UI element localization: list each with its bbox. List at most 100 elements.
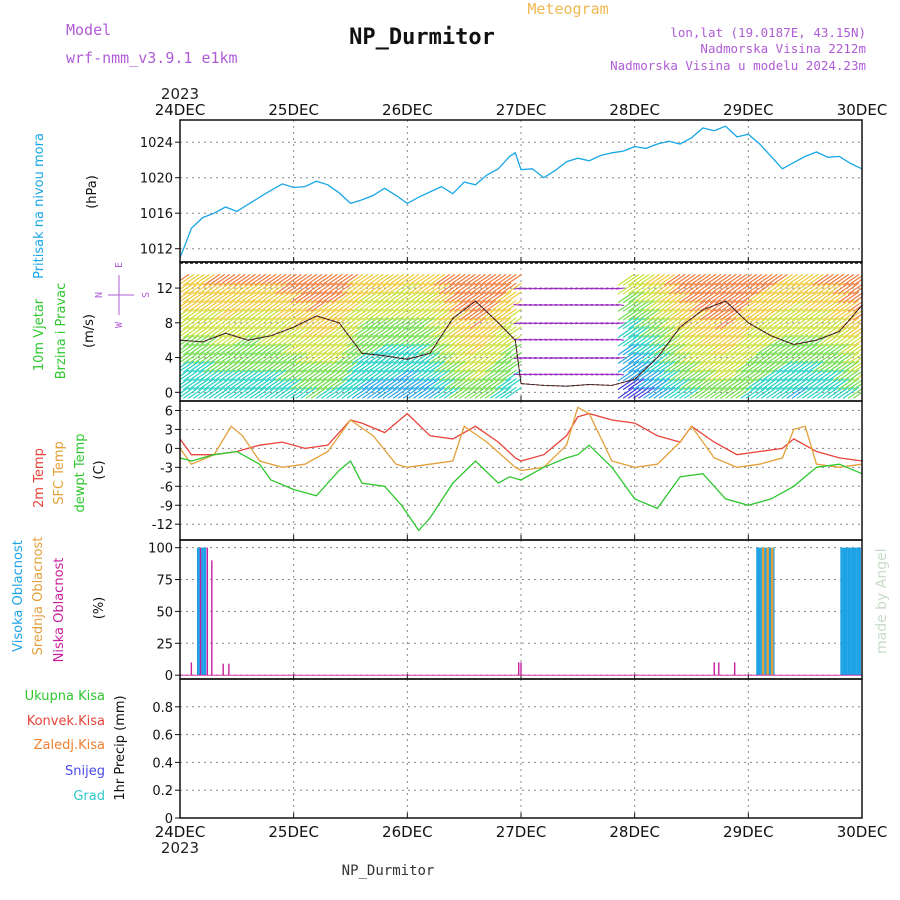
wind-barb xyxy=(500,386,517,399)
wind-barb xyxy=(423,282,440,295)
wind-barb xyxy=(755,291,773,304)
wind-barb-field xyxy=(180,273,862,399)
wind-barb xyxy=(694,273,712,286)
wind-barb xyxy=(806,317,824,330)
wind-barb xyxy=(699,317,717,330)
wind-barb xyxy=(817,273,834,286)
wind-barb xyxy=(755,369,773,382)
wind-barb xyxy=(208,299,226,312)
wind-barb xyxy=(180,291,190,299)
wind-barb xyxy=(188,334,205,347)
wind-barb xyxy=(469,369,487,382)
wind-barb xyxy=(755,386,773,399)
wind-barb xyxy=(817,291,834,304)
wind-barb xyxy=(361,369,379,382)
wind-barb xyxy=(549,338,558,341)
wind-barb xyxy=(234,378,251,391)
wind-barb xyxy=(274,352,292,365)
wind-barb xyxy=(755,299,773,312)
wind-barb xyxy=(719,369,737,382)
wind-barb xyxy=(704,352,722,365)
wind-barb xyxy=(341,317,359,330)
high_cloud-bar xyxy=(858,547,861,676)
wind-barb xyxy=(280,273,297,286)
wind-barb xyxy=(595,322,604,325)
wind-barb xyxy=(254,378,272,391)
wind-barb xyxy=(668,369,686,382)
wind-barb xyxy=(668,299,686,312)
wind-barb xyxy=(182,352,200,365)
wind-barb xyxy=(709,386,727,399)
wind-barb xyxy=(453,386,471,399)
wind-barb xyxy=(254,282,272,295)
wind-barb xyxy=(505,299,522,312)
wind-barb xyxy=(397,334,415,347)
wind-barb xyxy=(269,334,287,347)
wind-barb xyxy=(559,287,568,290)
wind-barb xyxy=(500,334,517,347)
wind-barb xyxy=(817,282,834,295)
wind-barb xyxy=(448,282,466,295)
wind-barb xyxy=(331,308,348,321)
wind-barb xyxy=(259,299,277,312)
wind-barb xyxy=(617,317,635,330)
wind-barb xyxy=(188,282,205,295)
wind-barb xyxy=(182,317,200,330)
wind-barb xyxy=(459,273,476,286)
wind-barb xyxy=(254,299,272,312)
pressure-line xyxy=(179,125,863,258)
wind-barb xyxy=(781,299,799,312)
wind-barb xyxy=(832,317,850,330)
wind-barb xyxy=(730,308,747,321)
wind-barb xyxy=(203,360,221,373)
wind-barb xyxy=(180,343,190,351)
wind-barb xyxy=(791,299,809,312)
wind-barb xyxy=(518,322,527,325)
wind-barb xyxy=(730,273,747,286)
wind-barb xyxy=(617,273,635,286)
wind-barb xyxy=(627,352,645,365)
wind-barb xyxy=(822,282,839,295)
wind-barb xyxy=(668,291,686,304)
wind-barb xyxy=(188,378,205,391)
wind-barb xyxy=(213,308,231,321)
wind-barb xyxy=(326,334,343,347)
wind-barb xyxy=(668,360,686,373)
wind-barb xyxy=(822,299,839,312)
wind-barb xyxy=(402,326,420,338)
wind-barb xyxy=(740,360,758,373)
wind-barb xyxy=(326,291,343,304)
wind-barb xyxy=(218,317,236,330)
wind-barb xyxy=(518,338,527,341)
wind-barb xyxy=(413,378,430,391)
wind-barb xyxy=(750,369,768,382)
wind-barb xyxy=(679,334,696,347)
wind-barb xyxy=(489,378,507,391)
wind-barb xyxy=(377,386,394,399)
wind-barb xyxy=(559,338,568,341)
wind-barb xyxy=(817,299,834,312)
wind-barb xyxy=(832,308,850,321)
wind-barb xyxy=(280,326,297,338)
wind-barb xyxy=(638,291,655,304)
wind-barb xyxy=(580,287,589,290)
x-tick-label-top: 28DEC xyxy=(609,101,660,119)
wind-barb xyxy=(326,352,343,365)
wind-barb xyxy=(745,352,763,365)
wind-barb xyxy=(791,352,809,365)
wind-barb xyxy=(704,386,722,399)
wind-barb xyxy=(346,282,364,295)
wind-barb xyxy=(791,369,809,382)
wind-barb xyxy=(453,317,471,330)
low_cloud-bar xyxy=(228,663,230,676)
temp2m-ylabel: 2m Temp xyxy=(32,448,47,508)
wind-barb xyxy=(760,352,778,365)
wind-barb xyxy=(346,386,364,399)
wind-barb xyxy=(244,299,261,312)
wind-barb xyxy=(469,352,487,365)
wind-barb xyxy=(310,343,328,356)
wind-barb xyxy=(392,334,410,347)
wind-barb xyxy=(494,352,512,365)
wind-barb xyxy=(413,282,430,295)
wind-barb xyxy=(735,317,752,330)
